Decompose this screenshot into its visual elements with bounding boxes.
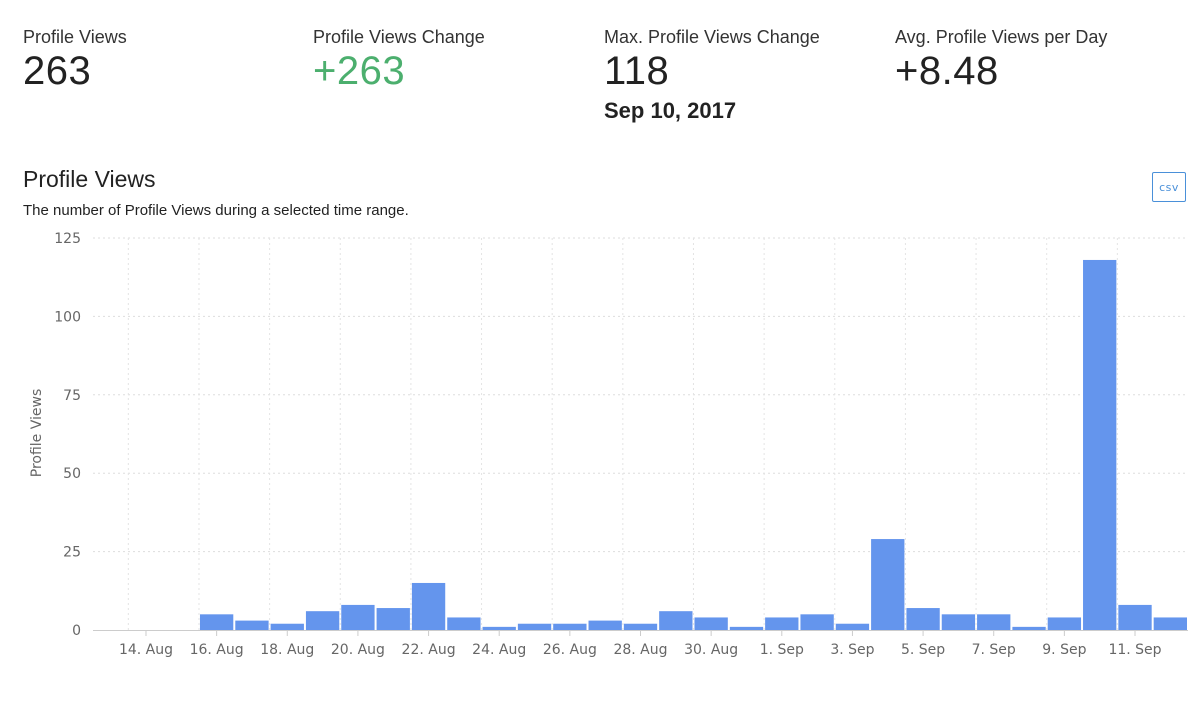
stat-value: 118 [604, 49, 670, 93]
bar [482, 626, 516, 630]
y-tick-label: 125 [54, 231, 81, 247]
y-axis-label: Profile Views [29, 389, 45, 478]
bar [659, 611, 693, 630]
stat-label: Max. Profile Views Change [604, 27, 820, 47]
x-tick-label: 7. Sep [972, 642, 1016, 658]
stat-value: +263 [313, 49, 406, 93]
x-tick-label: 30. Aug [684, 642, 738, 658]
bar [517, 623, 552, 630]
stat-profile-views: Profile Views 263 [23, 26, 127, 94]
bar [235, 620, 269, 630]
bar [270, 623, 304, 630]
stat-label: Profile Views Change [313, 27, 485, 47]
bar [553, 623, 587, 630]
bar [871, 539, 905, 630]
x-tick-label: 5. Sep [901, 642, 945, 658]
bar [376, 608, 410, 630]
chart-subtitle: The number of Profile Views during a sel… [23, 202, 409, 219]
y-tick-label: 75 [63, 388, 81, 404]
x-tick-label: 20. Aug [331, 642, 385, 658]
csv-export-button[interactable]: csv [1152, 172, 1186, 202]
bar [800, 614, 834, 630]
bar [906, 608, 940, 630]
x-tick-label: 26. Aug [543, 642, 597, 658]
bar [977, 614, 1011, 630]
x-tick-label: 14. Aug [119, 642, 173, 658]
bar [199, 614, 234, 630]
stat-value: +8.48 [895, 49, 999, 93]
stat-max-change: Max. Profile Views Change 118 Sep 10, 20… [604, 26, 820, 124]
bar [588, 620, 622, 630]
chart-title: Profile Views [23, 166, 156, 192]
stat-label: Profile Views [23, 27, 127, 47]
stat-avg-per-day: Avg. Profile Views per Day +8.48 [895, 26, 1107, 94]
bar [1153, 617, 1187, 630]
stat-date: Sep 10, 2017 [604, 98, 737, 123]
bar [341, 604, 375, 630]
x-tick-label: 18. Aug [260, 642, 314, 658]
bar [694, 617, 728, 630]
bar [765, 617, 799, 630]
y-tick-label: 50 [63, 466, 81, 482]
bar [835, 623, 870, 630]
bar [447, 617, 481, 630]
bar [1047, 617, 1082, 630]
bar [1083, 259, 1117, 630]
x-tick-label: 28. Aug [613, 642, 667, 658]
stat-label: Avg. Profile Views per Day [895, 27, 1108, 47]
bar [941, 614, 976, 630]
x-tick-label: 9. Sep [1042, 642, 1086, 658]
bar [623, 623, 658, 630]
bar [729, 626, 764, 630]
bar [1012, 626, 1046, 630]
stat-profile-views-change: Profile Views Change +263 [313, 26, 485, 94]
bar [411, 582, 446, 630]
x-tick-label: 11. Sep [1108, 642, 1161, 658]
x-tick-label: 3. Sep [830, 642, 874, 658]
x-tick-label: 16. Aug [190, 642, 244, 658]
y-tick-label: 100 [54, 309, 81, 325]
bar [1118, 604, 1152, 630]
x-tick-label: 1. Sep [760, 642, 804, 658]
stat-value: 263 [23, 49, 92, 93]
y-tick-label: 25 [63, 545, 81, 561]
y-tick-label: 0 [72, 623, 81, 639]
bar [305, 611, 340, 630]
x-tick-label: 24. Aug [472, 642, 526, 658]
x-tick-label: 22. Aug [402, 642, 456, 658]
